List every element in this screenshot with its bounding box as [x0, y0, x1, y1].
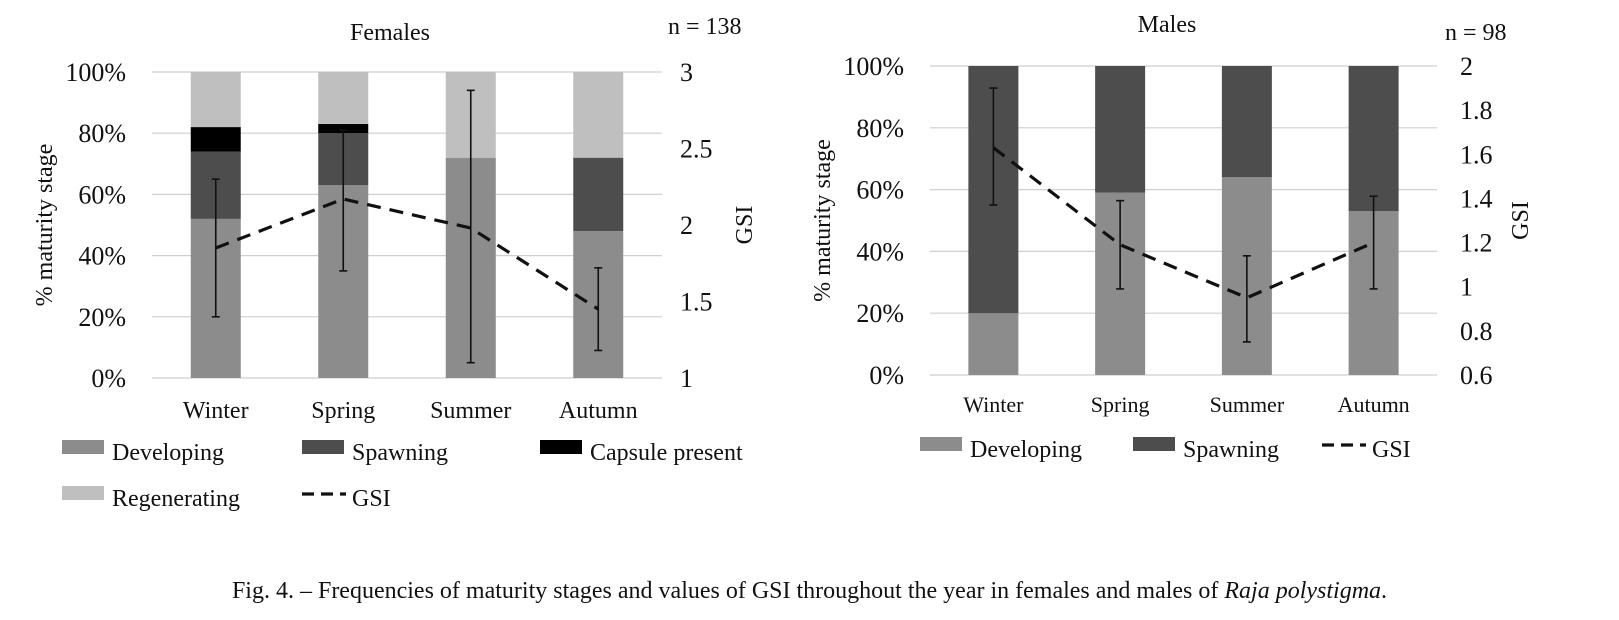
chart-1-category-label: Summer: [430, 398, 511, 424]
chart-1-y-tick-label: 20%: [78, 303, 126, 332]
chart-2-y2-tick-label: 1.2: [1460, 229, 1493, 258]
chart-2-gsi-line: [992, 146, 1375, 300]
chart-2-title: Males: [1138, 12, 1197, 38]
chart-2-bar-spawning-summer: [1221, 66, 1272, 178]
chart-2-category-label: Spring: [1091, 392, 1150, 417]
chart-1-y-tick-label: 100%: [65, 58, 126, 87]
chart-2-legend-swatch-spawning: [1133, 437, 1175, 451]
chart-1-legend-swatch-regenerating: [62, 486, 104, 500]
chart-2-category-label: Winter: [963, 392, 1024, 417]
chart-2-y2-tick-label: 1: [1460, 273, 1473, 302]
chart-1-legend-label-spawning: Spawning: [352, 440, 448, 466]
chart-1-y2-tick-label: 1.5: [680, 288, 713, 317]
chart-1-legend-swatch-developing: [62, 440, 104, 454]
chart-1-legend-swatch-spawning: [302, 440, 344, 454]
chart-1-y2-tick-label: 2: [680, 211, 693, 240]
chart-2-y-tick-label: 60%: [856, 176, 904, 205]
chart-1-bar-regenerating-spring: [318, 72, 369, 125]
chart-1-category-label: Winter: [183, 398, 249, 424]
chart-2-y-tick-label: 80%: [856, 114, 904, 143]
chart-1-legend-swatch-capsule-present: [540, 440, 582, 454]
chart-2-legend-label-spawning: Spawning: [1183, 437, 1279, 463]
chart-1-y-tick-label: 60%: [78, 180, 126, 209]
chart-2-legend-label-developing: Developing: [970, 437, 1082, 463]
chart-2-category-label: Summer: [1210, 392, 1285, 417]
chart-1-legend-label-developing: Developing: [112, 440, 224, 466]
chart-1-bar-regenerating-winter: [190, 72, 241, 128]
chart-1-legend-label-gsi: GSI: [352, 486, 391, 512]
chart-2-y-tick-label: 20%: [856, 299, 904, 328]
chart-2-y2-tick-label: 1.4: [1460, 184, 1493, 213]
chart-2-y-tick-label: 40%: [856, 237, 904, 266]
chart-2-bar-spawning-autumn: [1348, 66, 1399, 212]
chart-2-y2-tick-label: 0.6: [1460, 361, 1493, 390]
caption-species: Raja polystigma: [1224, 578, 1382, 604]
chart-1-y2-tick-label: 2.5: [680, 135, 713, 164]
chart-1-bar-capsule-present-spring: [318, 124, 369, 134]
chart-1-y-tick-label: 80%: [78, 119, 126, 148]
chart-1-bar-capsule-present-winter: [190, 127, 241, 152]
chart-1-legend-label-regenerating: Regenerating: [112, 486, 240, 512]
chart-2-y2-tick-label: 1.6: [1460, 140, 1493, 169]
chart-1-gsi-line: [215, 197, 600, 311]
caption-text: Fig. 4. – Frequencies of maturity stages…: [231, 578, 1225, 604]
chart-1-category-label: Spring: [311, 398, 375, 424]
chart-2-category-label: Autumn: [1338, 392, 1410, 417]
chart-2-y-tick-label: 0%: [869, 361, 904, 390]
chart-2-bar-spawning-spring: [1095, 66, 1146, 193]
chart-1-y2-tick-label: 1: [680, 364, 693, 393]
caption-end: .: [1381, 578, 1388, 604]
chart-1-category-label: Autumn: [559, 398, 638, 424]
chart-1-bar-spawning-autumn: [573, 157, 624, 232]
chart-1-title: Females: [350, 20, 430, 46]
chart-2-legend-label-gsi: GSI: [1372, 437, 1411, 463]
chart-2-bar-developing-winter: [968, 313, 1019, 375]
chart-2-y2-axis-label: GSI: [1508, 201, 1534, 240]
chart-1-legend-label-capsule-present: Capsule present: [590, 440, 743, 466]
chart-2-y2-tick-label: 2: [1460, 52, 1473, 81]
chart-1-y-tick-label: 40%: [78, 242, 126, 271]
chart-2-y2-tick-label: 0.8: [1460, 317, 1493, 346]
chart-2-sample-size: n = 98: [1445, 20, 1507, 46]
chart-1-y-tick-label: 0%: [91, 364, 126, 393]
chart-2-y2-tick-label: 1.8: [1460, 96, 1493, 125]
chart-1-sample-size: n = 138: [668, 14, 742, 40]
chart-2-y-axis-label: % maturity stage: [810, 139, 836, 302]
chart-2-y-tick-label: 100%: [843, 52, 904, 81]
figure-caption: Fig. 4. – Frequencies of maturity stages…: [0, 578, 1619, 605]
chart-1-y2-axis-label: GSI: [732, 206, 758, 245]
chart-1-bar-regenerating-autumn: [573, 72, 624, 158]
chart-2-legend-swatch-developing: [920, 437, 962, 451]
chart-1-y2-tick-label: 3: [680, 58, 693, 87]
chart-1-y-axis-label: % maturity stage: [32, 144, 58, 307]
